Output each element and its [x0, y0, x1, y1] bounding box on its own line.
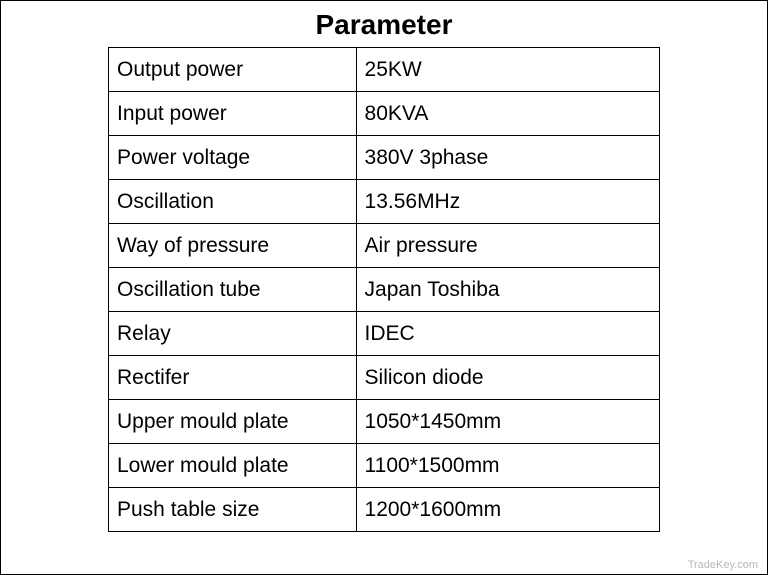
parameter-table-body: Output power25KWInput power80KVAPower vo… [109, 48, 660, 532]
table-row: Output power25KW [109, 48, 660, 92]
param-label: Upper mould plate [109, 400, 357, 444]
param-value: 1100*1500mm [356, 444, 659, 488]
table-row: RectiferSilicon diode [109, 356, 660, 400]
param-label: Output power [109, 48, 357, 92]
param-label: Lower mould plate [109, 444, 357, 488]
param-label: Push table size [109, 488, 357, 532]
table-row: Way of pressureAir pressure [109, 224, 660, 268]
table-row: Power voltage380V 3phase [109, 136, 660, 180]
param-value: Japan Toshiba [356, 268, 659, 312]
param-value: 1050*1450mm [356, 400, 659, 444]
table-row: Input power80KVA [109, 92, 660, 136]
param-label: Relay [109, 312, 357, 356]
param-label: Way of pressure [109, 224, 357, 268]
table-row: Oscillation tubeJapan Toshiba [109, 268, 660, 312]
param-label: Rectifer [109, 356, 357, 400]
param-value: Air pressure [356, 224, 659, 268]
page-title: Parameter [1, 9, 767, 41]
param-label: Input power [109, 92, 357, 136]
watermark-text: TradeKey.com [688, 559, 758, 571]
param-value: Silicon diode [356, 356, 659, 400]
table-row: RelayIDEC [109, 312, 660, 356]
table-row: Upper mould plate1050*1450mm [109, 400, 660, 444]
param-value: IDEC [356, 312, 659, 356]
param-value: 380V 3phase [356, 136, 659, 180]
param-value: 1200*1600mm [356, 488, 659, 532]
param-label: Power voltage [109, 136, 357, 180]
param-value: 80KVA [356, 92, 659, 136]
parameter-table: Output power25KWInput power80KVAPower vo… [108, 47, 660, 532]
page-container: Parameter Output power25KWInput power80K… [0, 0, 768, 575]
param-value: 25KW [356, 48, 659, 92]
table-row: Lower mould plate1100*1500mm [109, 444, 660, 488]
table-row: Push table size1200*1600mm [109, 488, 660, 532]
param-label: Oscillation tube [109, 268, 357, 312]
param-value: 13.56MHz [356, 180, 659, 224]
table-row: Oscillation13.56MHz [109, 180, 660, 224]
param-label: Oscillation [109, 180, 357, 224]
